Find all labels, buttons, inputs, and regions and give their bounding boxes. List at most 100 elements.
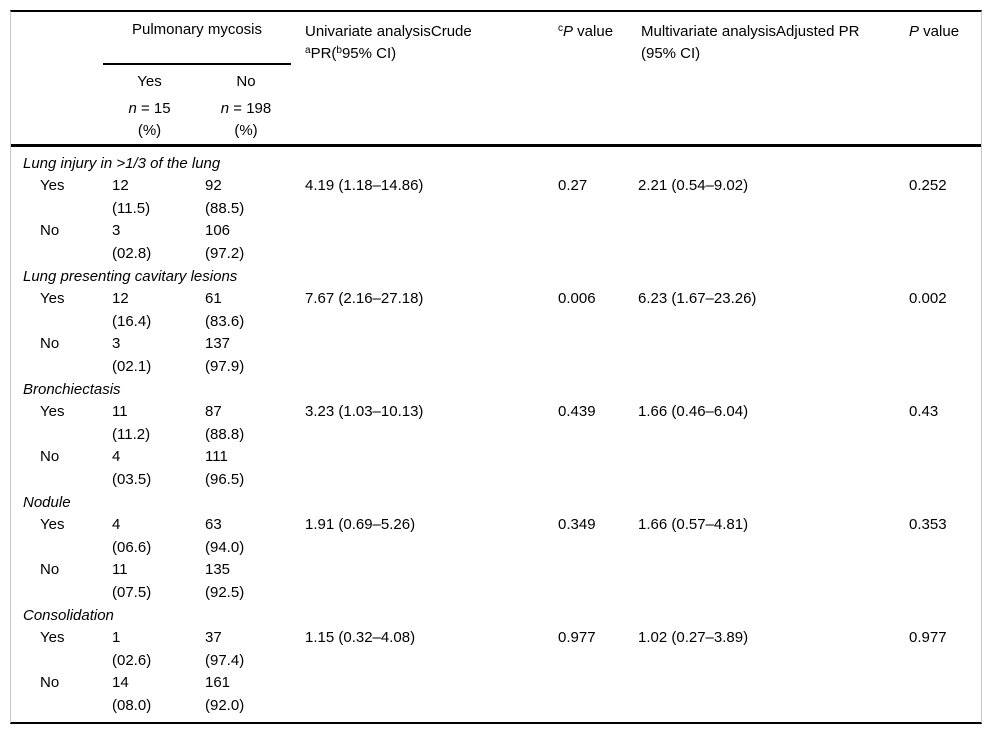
table-header: Pulmonary mycosis Yes No n = 15 (%) n = … xyxy=(11,12,981,147)
count-value: 137 xyxy=(205,335,231,352)
category-row: Lung presenting cavitary lesions xyxy=(11,265,981,288)
yes-label: Yes xyxy=(137,73,162,90)
superscript-b: b xyxy=(336,45,342,56)
group-header-pulmonary-mycosis: Pulmonary mycosis xyxy=(103,12,291,65)
percent-value: (97.2) xyxy=(205,244,245,262)
adjusted-pr-cell xyxy=(632,333,900,378)
multivariate-p-cell xyxy=(900,672,981,717)
crude-pr-cell xyxy=(296,446,552,491)
adjusted-pr-cell: 1.02 (0.27–3.89) xyxy=(638,629,749,646)
category-label: Lung injury in >1/3 of the lung xyxy=(23,155,221,172)
table-row: Yes 4 (06.6) 63 (94.0) 1.91 (0.69–5.26) 0.349 1… xyxy=(11,514,981,559)
mycosis-no-cell: 37 (97.4) xyxy=(196,627,296,672)
table-section: Nodule Yes 4 (06.6) 63 (94.0) 1.91 (0.69–5.26)… xyxy=(11,491,981,604)
adjusted-pr-cell: 1.66 (0.46–6.04) xyxy=(638,403,749,420)
percent-value: (16.4) xyxy=(112,312,152,330)
univariate-p-cell: 0.349 xyxy=(558,516,596,533)
row-label: No xyxy=(40,674,60,691)
table-section: Lung presenting cavitary lesions Yes 12 (16… xyxy=(11,265,981,378)
adjusted-pr-cell xyxy=(632,446,900,491)
p-symbol: P xyxy=(563,23,574,40)
percent-value: (88.8) xyxy=(205,425,245,443)
row-label: No xyxy=(40,222,60,239)
mycosis-yes-cell: 12 (11.5) xyxy=(103,175,196,220)
percent-value: (97.9) xyxy=(205,357,245,375)
mycosis-no-cell: 106 (97.2) xyxy=(196,220,296,265)
multivariate-p-cell xyxy=(900,220,981,265)
count-value: 37 xyxy=(205,629,222,646)
column-header-no: No xyxy=(196,65,296,96)
category-row: Consolidation xyxy=(11,604,981,627)
mycosis-no-cell: 87 (88.8) xyxy=(196,401,296,446)
table-body: Lung injury in >1/3 of the lung Yes 12 (11.… xyxy=(11,147,981,722)
row-label: Yes xyxy=(40,516,65,533)
crude-pr-cell xyxy=(296,559,552,604)
column-header-univariate: Univariate analysisCrude aPR(b95% CI) xyxy=(296,12,552,144)
crude-pr-cell: 7.67 (2.16–27.18) xyxy=(305,290,424,307)
multivariate-p-cell xyxy=(900,559,981,604)
crude-pr-cell xyxy=(296,333,552,378)
percent-value: (07.5) xyxy=(112,583,152,601)
mycosis-no-cell: 161 (92.0) xyxy=(196,672,296,717)
mycosis-yes-cell: 12 (16.4) xyxy=(103,288,196,333)
percent-value: (94.0) xyxy=(205,538,245,556)
table-row: No 11 (07.5) 135 (92.5) xyxy=(11,559,981,604)
univariate-p-cell: 0.006 xyxy=(558,290,596,307)
count-value: 12 xyxy=(112,177,129,194)
mycosis-no-cell: 137 (97.9) xyxy=(196,333,296,378)
column-subheader-no-n: n = 198 (%) xyxy=(196,96,296,144)
univariate-p-cell xyxy=(552,672,632,717)
table-row: No 14 (08.0) 161 (92.0) xyxy=(11,672,981,717)
n-line: n = 198 xyxy=(196,98,296,120)
count-value: 14 xyxy=(112,674,129,691)
percent-value: (02.6) xyxy=(112,651,152,669)
count-value: 92 xyxy=(205,177,222,194)
count-value: 3 xyxy=(112,335,121,352)
table-row: Yes 1 (02.6) 37 (97.4) 1.15 (0.32–4.08) 0.977 1… xyxy=(11,627,981,672)
n-count: = 198 xyxy=(229,100,272,117)
table-row: Yes 11 (11.2) 87 (88.8) 3.23 (1.03–10.13) 0.43… xyxy=(11,401,981,446)
crude-pr-cell xyxy=(296,672,552,717)
percent-label: (%) xyxy=(234,122,258,139)
univariate-line2: aPR(b95% CI) xyxy=(305,43,552,65)
percent-value: (03.5) xyxy=(112,470,152,488)
multivariate-p-cell: 0.43 xyxy=(909,403,939,420)
table-section: Bronchiectasis Yes 11 (11.2) 87 (88.8) 3.23 (1… xyxy=(11,378,981,491)
count-value: 61 xyxy=(205,290,222,307)
percent-value: (97.4) xyxy=(205,651,245,669)
adjusted-pr-cell: 6.23 (1.67–23.26) xyxy=(638,290,757,307)
count-value: 4 xyxy=(112,448,121,465)
superscript-c: c xyxy=(558,23,563,34)
crude-pr-cell: 4.19 (1.18–14.86) xyxy=(305,177,424,194)
count-value: 63 xyxy=(205,516,222,533)
crude-pr-cell xyxy=(296,220,552,265)
mycosis-no-cell: 92 (88.5) xyxy=(196,175,296,220)
percent-value: (96.5) xyxy=(205,470,245,488)
ci-text: 95% CI) xyxy=(341,45,397,62)
table-row: Yes 12 (11.5) 92 (88.5) 4.19 (1.18–14.86) 0.27… xyxy=(11,175,981,220)
percent-value: (92.0) xyxy=(205,696,245,714)
univariate-p-cell xyxy=(552,446,632,491)
adjusted-pr-cell xyxy=(632,672,900,717)
n-line: n = 15 xyxy=(103,98,196,120)
mycosis-no-cell: 111 (96.5) xyxy=(196,446,296,491)
count-value: 161 xyxy=(205,674,231,691)
multivariate-p-cell: 0.252 xyxy=(909,177,947,194)
n-count: = 15 xyxy=(136,100,171,117)
percent-value: (06.6) xyxy=(112,538,152,556)
mycosis-yes-cell: 4 (03.5) xyxy=(103,446,196,491)
count-value: 4 xyxy=(112,516,121,533)
count-value: 111 xyxy=(205,448,228,465)
mycosis-yes-cell: 11 (07.5) xyxy=(103,559,196,604)
percent-value: (02.8) xyxy=(112,244,152,262)
percent-value: (88.5) xyxy=(205,199,245,217)
row-label: No xyxy=(40,561,60,578)
multivariate-p-cell xyxy=(900,333,981,378)
row-label: Yes xyxy=(40,629,65,646)
row-label: No xyxy=(40,335,60,352)
count-value: 135 xyxy=(205,561,231,578)
adjusted-pr-cell: 1.66 (0.57–4.81) xyxy=(638,516,749,533)
count-value: 1 xyxy=(112,629,121,646)
crude-pr-cell: 1.15 (0.32–4.08) xyxy=(305,629,416,646)
count-value: 87 xyxy=(205,403,222,420)
